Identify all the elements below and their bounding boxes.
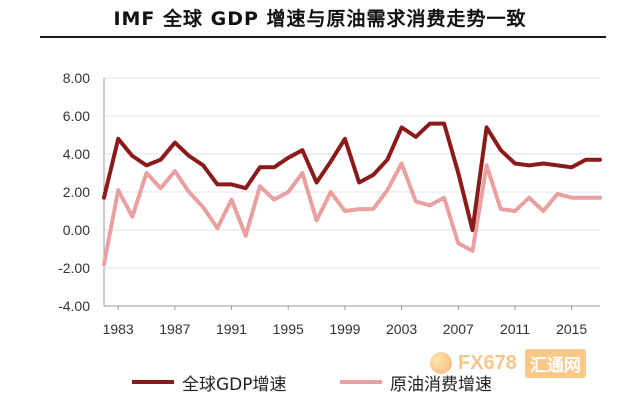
legend-item-gdp: 全球GDP增速: [132, 368, 287, 396]
legend: 全球GDP增速 原油消费增速: [0, 368, 640, 396]
legend-item-oil: 原油消费增速: [340, 368, 492, 396]
watermark-cn: 汇通网: [524, 348, 586, 378]
x-tick-label: 1987: [159, 321, 190, 337]
title-divider: [40, 36, 606, 38]
x-tick-label: 1983: [103, 321, 134, 337]
y-tick-label: 4.00: [63, 146, 90, 162]
axes: [103, 78, 600, 310]
watermark-brand: FX678: [458, 351, 517, 374]
x-tick-label: 2007: [443, 321, 474, 337]
series-line-oil: [102, 161, 602, 267]
y-tick-label: 0.00: [63, 222, 90, 238]
y-tick-label: -4.00: [58, 298, 90, 314]
y-tick-label: -2.00: [58, 260, 90, 276]
x-tick-label: 2011: [500, 321, 530, 337]
legend-swatch-gdp: [132, 380, 174, 384]
fx678-logo-icon: [430, 352, 452, 374]
tick-labels: 8.00 6.00 4.00 2.00 0.00 -2.00 -4.00 1983 1987 19…: [58, 70, 587, 337]
x-tick-label: 1995: [273, 321, 304, 337]
legend-swatch-oil: [340, 380, 382, 384]
x-tick-label: 1991: [216, 321, 247, 337]
x-tick-label: 2015: [556, 321, 587, 337]
y-grid: [104, 77, 600, 307]
y-tick-label: 2.00: [63, 184, 90, 200]
x-tick-label: 2003: [386, 321, 417, 337]
legend-label-oil: 原油消费增速: [390, 374, 492, 395]
watermark: FX678 汇通网: [430, 348, 586, 378]
y-tick-label: 6.00: [63, 108, 90, 124]
series: [102, 121, 602, 267]
x-tick-label: 1999: [329, 321, 360, 337]
y-tick-label: 8.00: [63, 70, 90, 86]
chart-title: IMF 全球 GDP 增速与原油需求消费走势一致: [113, 8, 527, 30]
series-line-gdp: [102, 121, 602, 232]
legend-label-gdp: 全球GDP增速: [182, 374, 287, 395]
